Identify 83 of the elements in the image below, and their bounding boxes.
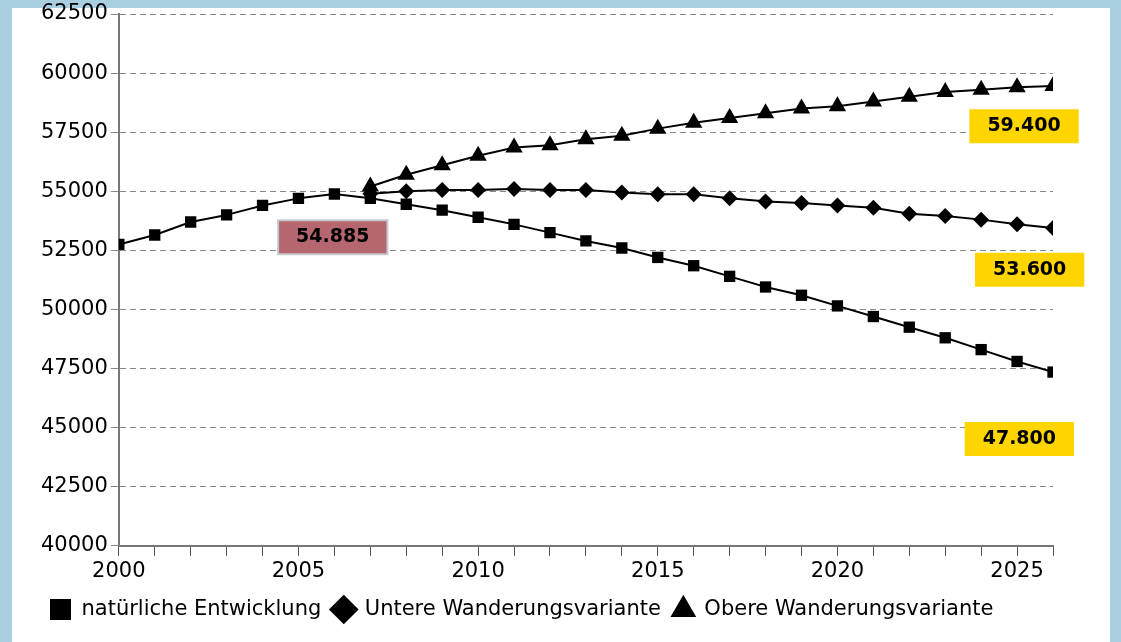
legend-label: Untere Wanderungsvariante xyxy=(364,595,661,620)
y-tick-label: 47500 xyxy=(40,354,108,379)
point xyxy=(721,190,738,207)
point xyxy=(1009,216,1026,233)
point xyxy=(720,108,739,123)
point xyxy=(508,218,520,231)
x-tick-label: 2005 xyxy=(271,557,326,582)
point xyxy=(757,193,774,210)
point xyxy=(900,86,918,102)
y-tick-label: 40000 xyxy=(40,532,108,557)
point xyxy=(256,199,269,212)
point xyxy=(685,112,703,128)
point xyxy=(397,164,415,180)
point xyxy=(795,289,808,301)
point xyxy=(831,300,844,312)
point xyxy=(541,135,559,151)
y-tick-label: 60000 xyxy=(40,59,108,84)
point xyxy=(149,229,161,241)
y-tick-label: 57500 xyxy=(40,118,108,143)
legend-label: natürliche Entwicklung xyxy=(81,595,322,620)
point xyxy=(793,195,810,212)
y-tick-label: 45000 xyxy=(40,414,108,439)
point xyxy=(649,118,667,134)
y-tick-label: 55000 xyxy=(40,177,108,202)
legend-label: Obere Wanderungsvariante xyxy=(704,595,994,620)
point xyxy=(972,79,990,95)
point xyxy=(937,208,954,225)
point xyxy=(939,332,951,344)
x-tick-label: 2025 xyxy=(990,557,1044,582)
point xyxy=(649,186,666,203)
point xyxy=(829,197,846,214)
point xyxy=(436,204,448,216)
point xyxy=(759,281,772,293)
point xyxy=(1011,355,1023,368)
point xyxy=(292,192,305,205)
point xyxy=(185,216,197,228)
annotation: 47.800 xyxy=(982,425,1057,448)
point xyxy=(792,98,811,114)
point xyxy=(613,184,630,201)
point xyxy=(975,343,987,356)
y-tick-label: 62500 xyxy=(40,0,108,25)
point xyxy=(973,211,990,228)
point xyxy=(867,310,879,323)
point xyxy=(685,186,702,203)
point xyxy=(398,183,415,200)
annotation: 59.400 xyxy=(987,113,1061,136)
point xyxy=(506,180,523,197)
point xyxy=(544,226,556,239)
point xyxy=(1008,77,1026,93)
point xyxy=(469,145,487,161)
point xyxy=(577,182,594,199)
point xyxy=(472,211,484,223)
point xyxy=(936,82,954,97)
x-tick-label: 2010 xyxy=(451,557,505,582)
point xyxy=(434,182,451,199)
point xyxy=(580,235,592,247)
y-tick-label: 52500 xyxy=(40,236,108,261)
point xyxy=(433,155,451,171)
x-tick-label: 2015 xyxy=(631,557,685,582)
point xyxy=(577,129,595,145)
y-tick-label: 50000 xyxy=(40,295,108,320)
point xyxy=(328,188,341,200)
point xyxy=(864,91,883,107)
point xyxy=(220,209,233,221)
point xyxy=(470,182,487,199)
point xyxy=(688,260,700,272)
point xyxy=(613,125,631,141)
x-tick-label: 2020 xyxy=(810,557,865,582)
point xyxy=(652,251,664,264)
point xyxy=(616,242,628,254)
point xyxy=(903,321,915,333)
y-tick-label: 42500 xyxy=(40,473,108,498)
point xyxy=(400,198,412,210)
x-tick-label: 2000 xyxy=(92,557,146,582)
annotation: 53.600 xyxy=(992,256,1067,279)
point xyxy=(865,199,882,216)
point xyxy=(828,96,847,112)
point xyxy=(723,270,736,283)
point xyxy=(505,137,523,153)
point xyxy=(901,205,918,222)
point xyxy=(756,103,775,119)
annotation: 54.885 xyxy=(296,224,370,247)
point xyxy=(541,182,558,199)
